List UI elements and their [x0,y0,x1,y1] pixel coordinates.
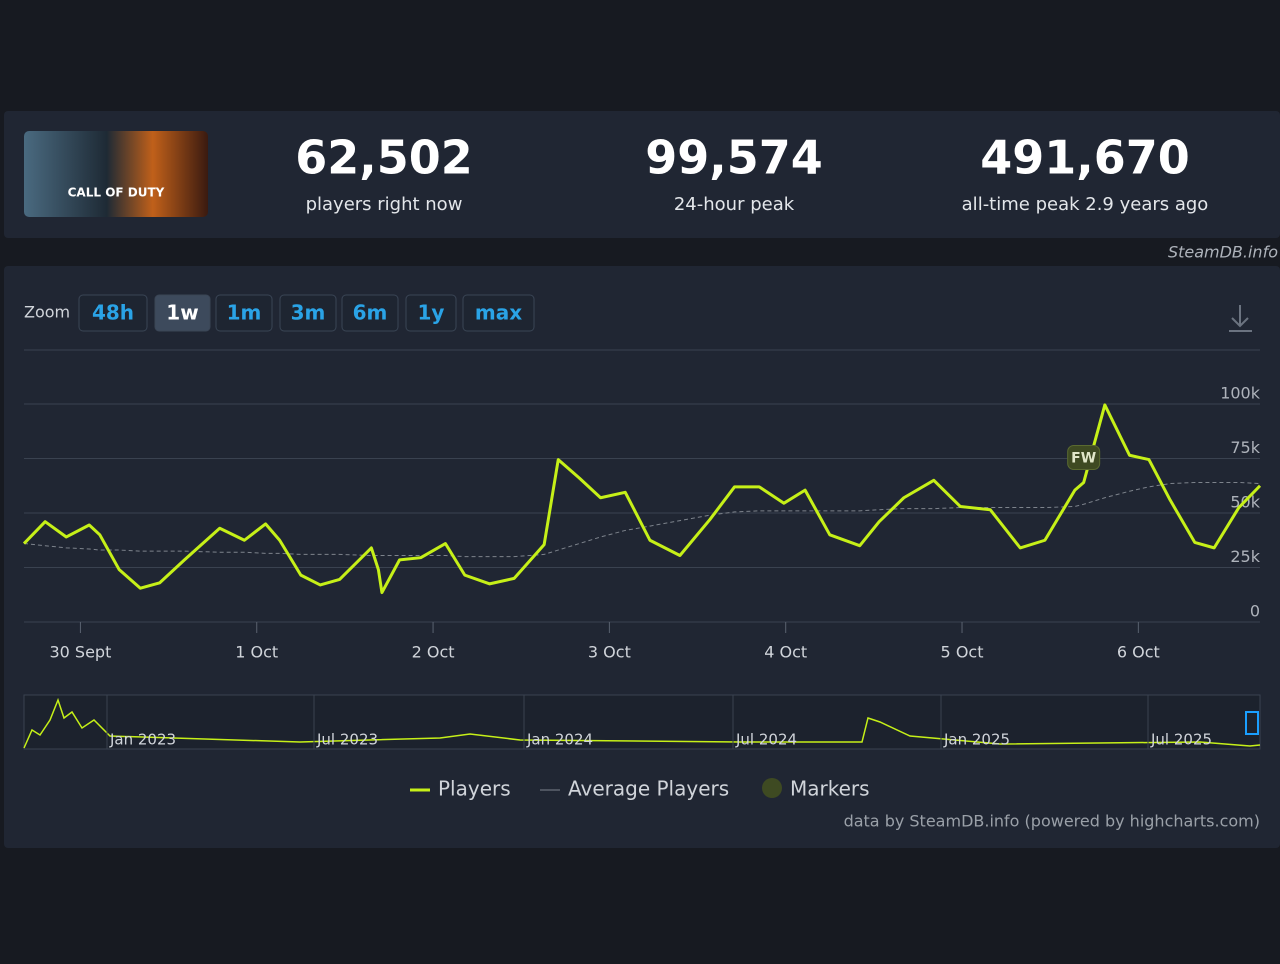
zoom-button-label[interactable]: 1m [227,301,262,325]
game-logo-text: CALL OF DUTY [68,186,165,200]
zoom-button-label[interactable]: 3m [291,301,326,325]
marker-label[interactable]: FW [1071,450,1096,466]
stat-value: 99,574 [645,131,823,185]
navigator-label: Jan 2025 [943,731,1010,749]
legend-label[interactable]: Average Players [568,777,729,801]
x-tick-label: 3 Oct [588,643,631,662]
stat-label: all-time peak 2.9 years ago [962,194,1209,215]
credit: data by SteamDB.info (powered by highcha… [844,812,1260,831]
y-tick-label: 100k [1220,384,1261,403]
x-tick-label: 6 Oct [1117,643,1160,662]
zoom-button-label[interactable]: 1w [166,301,198,325]
stat-value: 491,670 [980,131,1190,185]
stats-panel [4,111,1280,238]
x-tick-label: 5 Oct [941,643,984,662]
y-tick-label: 0 [1250,602,1260,621]
zoom-button[interactable] [405,294,457,332]
legend-symbol[interactable] [762,778,782,798]
zoom-button-label[interactable]: 1y [418,301,445,325]
zoom-button-label[interactable]: 48h [92,301,134,325]
average-line [23,481,1261,558]
zoom-button[interactable] [215,294,273,332]
x-tick-label: 1 Oct [235,643,278,662]
x-tick-label: 30 Sept [49,643,111,662]
x-tick-label: 2 Oct [412,643,455,662]
legend-label[interactable]: Markers [790,777,870,801]
players-line [22,403,1262,595]
navigator-label: Jan 2024 [526,731,593,749]
zoom-button-label[interactable]: 6m [353,301,388,325]
x-tick-label: 4 Oct [764,643,807,662]
stat-label: players right now [306,194,463,215]
download-button[interactable] [1229,305,1252,332]
y-tick-label: 75k [1230,438,1260,457]
zoom-label: Zoom [24,303,70,322]
y-tick-label: 25k [1230,547,1260,566]
zoom-button[interactable] [462,294,535,332]
zoom-button[interactable] [341,294,399,332]
stat-label: 24-hour peak [674,194,795,215]
chart-panel [4,266,1280,848]
navigator-label: Jul 2024 [735,731,797,749]
navigator-label: Jul 2023 [316,731,378,749]
zoom-button[interactable] [78,294,148,332]
marker-badge[interactable] [1067,444,1101,470]
game-image [24,131,208,217]
zoom-button[interactable] [154,294,211,332]
stat-value: 62,502 [295,131,473,185]
navigator-label: Jan 2023 [109,731,176,749]
zoom-button-label[interactable]: max [475,301,522,325]
legend-label[interactable]: Players [438,777,511,801]
navigator-handle[interactable] [1245,711,1259,735]
site-name: SteamDB.info [1168,243,1278,262]
navigator-label: Jul 2025 [1150,731,1212,749]
navigator-sparkline [23,697,1261,749]
zoom-button[interactable] [279,294,337,332]
